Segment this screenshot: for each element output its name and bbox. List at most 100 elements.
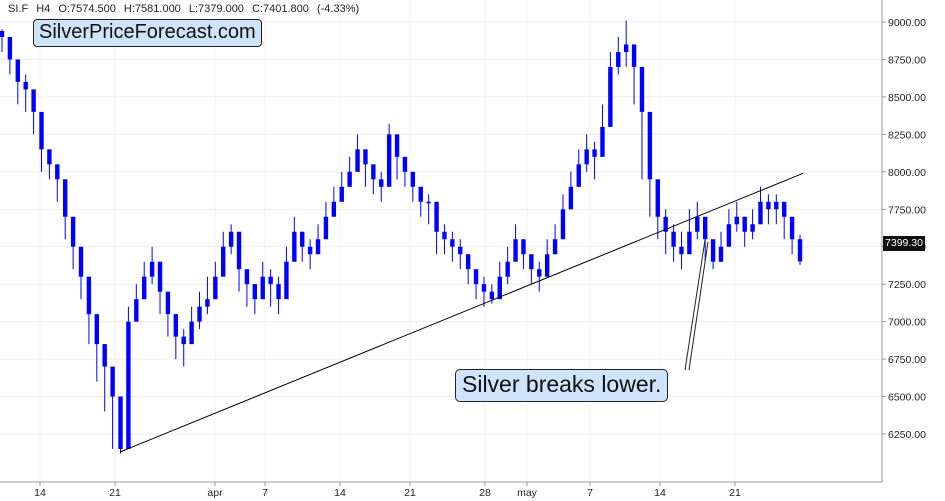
x-tick-label: may [517,487,538,499]
candle-body [671,231,676,247]
y-tick-label: 9000.00 [888,17,926,29]
candle-body [23,81,28,90]
candle-body [292,231,297,262]
candle-body [734,216,739,225]
candle-body [489,291,495,300]
candle-body [647,111,653,180]
y-axis-ticks: 6250.006500.006750.007000.007250.007500.… [882,17,926,441]
symbol-label: SI.F [8,3,29,15]
x-tick-label: 14 [334,487,346,499]
candle-body [687,231,692,255]
candle-body [347,171,352,187]
annotation-callout: Silver breaks lower. [455,369,669,402]
candle-body [379,179,384,187]
candle-body [197,306,202,322]
y-tick-label: 6250.00 [888,429,926,441]
candle-body [94,314,100,345]
candle-body [442,231,447,240]
candle-body [236,231,242,270]
candle-body [394,134,400,157]
candle-body [55,164,60,180]
candle-body [402,156,408,172]
candle-body [513,239,518,262]
chart-grid [0,0,882,482]
candle-body [221,246,226,277]
candle-body [315,239,321,255]
candle-body [584,149,589,165]
candle-body [142,276,147,300]
candle-body [726,224,732,247]
high-value: H:7581.000 [123,3,181,15]
candle-body [157,261,163,292]
candle-body [505,261,510,277]
y-tick-label: 7750.00 [888,204,926,216]
candle-body [331,201,337,217]
candle-body [70,216,76,247]
candle-body [47,149,52,165]
candle-body [86,276,92,315]
candle-body [616,51,621,67]
candle-body [710,239,716,262]
candle-body [323,216,329,240]
candle-body [149,261,155,277]
y-tick-label: 8500.00 [888,92,926,104]
candle-body [608,66,613,127]
candle-body [592,149,597,157]
candle-body [639,66,645,112]
candle-body [244,269,250,285]
candle-body [426,201,431,204]
candle-body [529,254,534,270]
low-value: L:7379.000 [188,3,244,15]
candle-body [544,254,550,277]
x-tick-label: 14 [34,487,46,499]
candle-body [363,149,368,165]
candle-body [450,239,455,247]
candle-body [600,126,605,157]
candle-body [473,269,479,285]
chart-axes [0,0,883,483]
candle-body [31,89,36,112]
candle-body [102,344,107,367]
candle-body [521,239,526,255]
x-tick-label: 14 [654,487,666,499]
candle-body [228,231,234,247]
x-tick-label: 21 [109,487,121,499]
candle-body [679,246,684,255]
candle-body [134,299,139,322]
trendline-group [119,172,804,453]
candle-body [623,44,629,52]
candle-body [213,276,218,300]
candle-body [465,254,471,270]
candle-body [173,314,179,337]
candle-body [205,299,210,307]
candle-body [165,291,171,315]
candle-body [663,216,668,232]
candle-body [63,179,68,217]
candle-body [568,186,574,210]
callout-pointer [684,239,706,371]
candle-body [434,201,439,232]
support-trendline [119,172,804,453]
candle-body [78,246,84,277]
change-value: (-4.33%) [316,3,360,15]
candle-body [789,216,795,240]
candle-body [718,246,724,262]
candle-body [537,269,542,277]
last-price-tag: 7399.30 [883,236,925,251]
candle-body [252,284,258,300]
candle-body [118,396,123,449]
candle-body [797,239,803,262]
y-tick-label: 8750.00 [888,54,926,66]
candle-body [15,59,21,82]
candle-body [189,321,194,345]
candle-body [758,201,763,225]
candle-body [750,224,755,232]
candle-body [39,111,44,150]
x-tick-label: apr [207,487,223,499]
candle-body [576,164,581,187]
candle-body [7,36,13,60]
candle-body [110,366,115,397]
candle-body [126,321,131,449]
candle-body [410,171,416,187]
